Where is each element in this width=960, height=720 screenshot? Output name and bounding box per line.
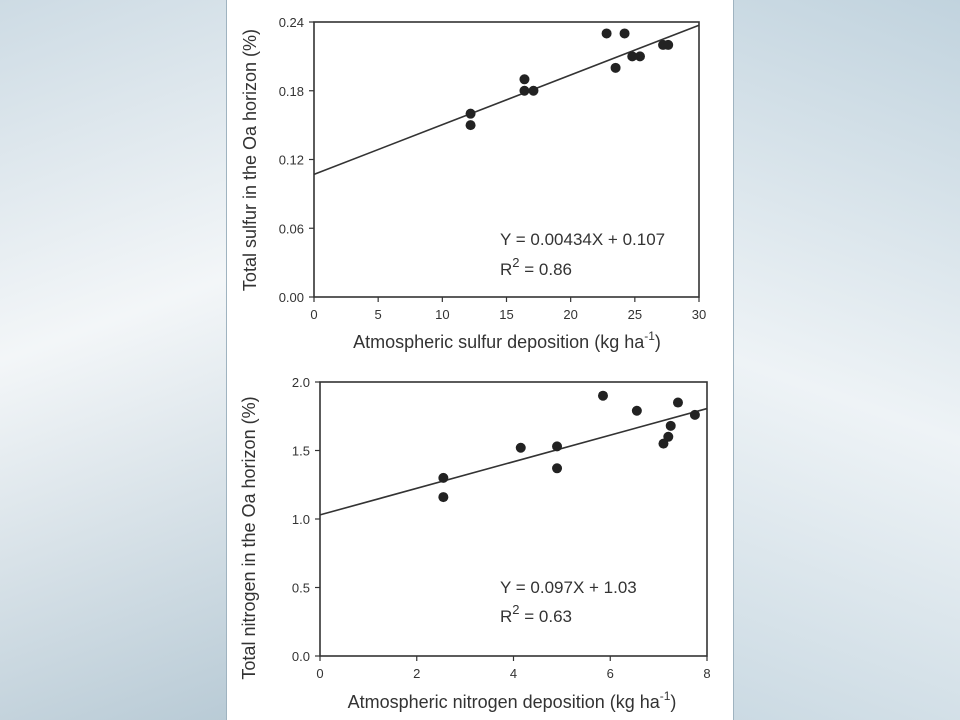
sulfur-data-point [601, 28, 612, 39]
sulfur-x-tick-label: 15 [499, 307, 513, 322]
nitrogen-y-axis-label: Total nitrogen in the Oa horizon (%) [239, 396, 259, 679]
sulfur-r-squared: R2 = 0.86 [500, 255, 572, 279]
background-right [734, 0, 960, 720]
nitrogen-points [438, 390, 700, 503]
nitrogen-data-point [663, 431, 674, 442]
nitrogen-y-tick-label: 1.0 [292, 512, 310, 527]
sulfur-data-point [519, 74, 530, 85]
nitrogen-axis-ticks: 0 2 4 6 8 0.0 0.5 1.0 1.5 2.0 [292, 375, 711, 681]
nitrogen-y-tick-label: 2.0 [292, 375, 310, 390]
sulfur-equation: Y = 0.00434X + 0.107 [500, 230, 665, 249]
nitrogen-data-point [597, 390, 608, 401]
nitrogen-data-point [515, 442, 526, 453]
background-left [0, 0, 226, 720]
sulfur-data-point [619, 28, 630, 39]
nitrogen-data-point [631, 405, 642, 416]
sulfur-data-point [610, 62, 621, 73]
nitrogen-y-tick-label: 1.5 [292, 444, 310, 459]
nitrogen-y-tick-label: 0.0 [292, 649, 310, 664]
sulfur-y-axis-label: Total sulfur in the Oa horizon (%) [240, 29, 260, 291]
sulfur-y-tick-label: 0.00 [279, 290, 304, 305]
nitrogen-data-point [438, 472, 449, 483]
sulfur-axis-ticks: 0 5 10 15 20 25 30 0.00 0.06 0.12 0.18 0.24 [279, 15, 707, 322]
sulfur-data-point [634, 51, 645, 62]
sulfur-points [465, 28, 674, 131]
nitrogen-data-point [552, 441, 563, 452]
sulfur-data-point [528, 85, 539, 96]
sulfur-x-tick-label: 20 [563, 307, 577, 322]
sulfur-plot-frame [313, 21, 700, 298]
nitrogen-chart: 0 2 4 6 8 0.0 0.5 1.0 1.5 2.0 Total nitrogen in t… [239, 375, 711, 712]
sulfur-x-axis-label: Atmospheric sulfur deposition (kg ha-1) [353, 329, 661, 352]
sulfur-y-tick-label: 0.12 [279, 153, 304, 168]
nitrogen-data-point [552, 463, 563, 474]
nitrogen-fit-line [319, 407, 708, 516]
sulfur-y-tick-label: 0.24 [279, 15, 304, 30]
nitrogen-data-point [689, 409, 700, 420]
sulfur-data-point [465, 120, 476, 131]
sulfur-data-point [663, 39, 674, 50]
nitrogen-equation: Y = 0.097X + 1.03 [500, 578, 637, 597]
nitrogen-r-squared: R2 = 0.63 [500, 602, 572, 626]
nitrogen-x-tick-label: 0 [316, 666, 323, 681]
sulfur-x-tick-label: 10 [435, 307, 449, 322]
sulfur-x-tick-label: 0 [310, 307, 317, 322]
nitrogen-fit-line-group [319, 407, 708, 516]
nitrogen-y-tick-label: 0.5 [292, 581, 310, 596]
nitrogen-data-point [672, 397, 683, 408]
sulfur-data-point [465, 108, 476, 119]
nitrogen-x-tick-label: 8 [703, 666, 710, 681]
nitrogen-x-axis-label: Atmospheric nitrogen deposition (kg ha-1… [348, 689, 677, 712]
sulfur-x-tick-label: 5 [375, 307, 382, 322]
nitrogen-data-point [438, 492, 449, 503]
sulfur-x-tick-label: 25 [628, 307, 642, 322]
nitrogen-x-tick-label: 4 [510, 666, 517, 681]
sulfur-y-tick-label: 0.06 [279, 221, 304, 236]
sulfur-fit-line-group [313, 24, 700, 176]
sulfur-data-point [519, 85, 530, 96]
sulfur-y-tick-label: 0.18 [279, 84, 304, 99]
sulfur-chart: 0 5 10 15 20 25 30 0.00 0.06 0.12 0.18 0.24 Total s… [240, 15, 706, 352]
figure-panel [226, 0, 734, 720]
nitrogen-x-tick-label: 6 [607, 666, 614, 681]
sulfur-data-point [627, 51, 638, 62]
sulfur-x-tick-label: 30 [692, 307, 706, 322]
sulfur-fit-line [313, 24, 700, 176]
nitrogen-x-tick-label: 2 [413, 666, 420, 681]
nitrogen-data-point [665, 420, 676, 431]
